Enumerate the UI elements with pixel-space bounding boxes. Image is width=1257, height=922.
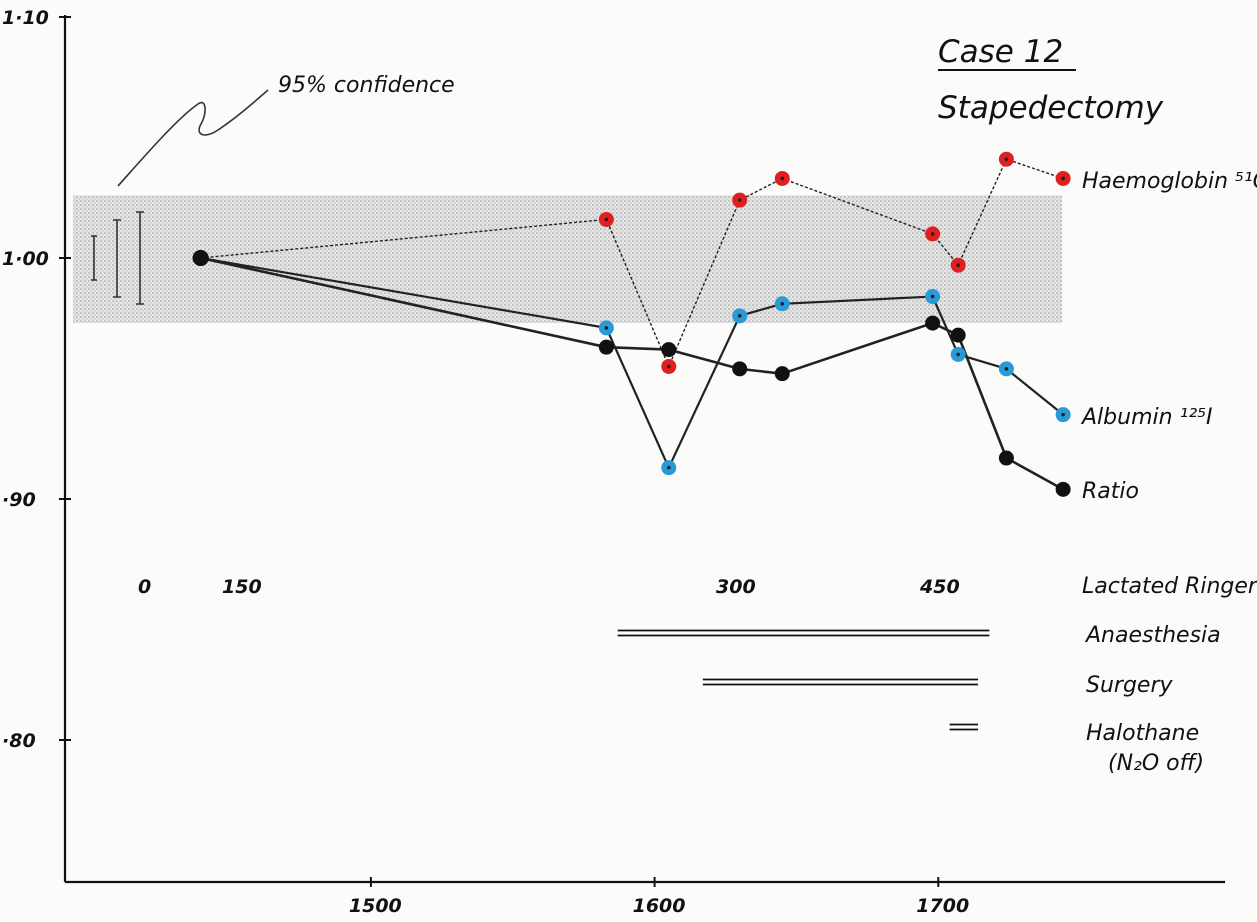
chart-subtitle: Stapedectomy — [938, 90, 1164, 126]
series-label-ratio: Ratio — [1082, 479, 1139, 504]
data-point-ratio — [192, 250, 209, 266]
ringers-tick-300: 300 — [716, 576, 756, 598]
data-point-center-albumin — [1061, 412, 1065, 417]
confidence-bracket-1 — [91, 235, 97, 281]
data-point-ratio — [998, 450, 1014, 466]
y-tick-label: ·80 — [2, 730, 36, 752]
x-tick-label: 1700 — [916, 895, 969, 917]
confidence-annotation: 95% confidence — [91, 73, 455, 305]
data-point-ratio — [1055, 481, 1071, 497]
ringers-label: Lactated Ringer's — [1082, 574, 1257, 599]
data-point-ratio — [598, 339, 614, 355]
data-point-center-haemoglobin — [604, 217, 609, 222]
data-point-center-haemoglobin — [930, 232, 935, 236]
bar-label-anaesthesia: Anaesthesia — [1084, 623, 1221, 648]
confidence-label: 95% confidence — [278, 73, 455, 98]
ringers-tick-150: 150 — [222, 576, 262, 598]
data-point-center-albumin — [666, 465, 671, 470]
data-point-center-albumin — [737, 314, 742, 318]
data-point-center-haemoglobin — [737, 198, 742, 202]
chart-title: Case 12 — [938, 34, 1063, 70]
timing-bars — [617, 629, 990, 731]
data-point-center-albumin — [604, 326, 609, 330]
data-point-center-haemoglobin — [666, 364, 671, 369]
confidence-bracket-2 — [113, 219, 121, 298]
data-point-center-albumin — [956, 352, 960, 357]
y-tick-label: 1·00 — [2, 248, 49, 270]
ringers-tick-450: 450 — [919, 576, 960, 598]
x-tick-label: 1600 — [633, 895, 686, 917]
data-point-ratio — [925, 315, 941, 331]
confidence-pointer-line — [117, 89, 269, 187]
confidence-bracket-3 — [136, 211, 144, 305]
data-point-ratio — [774, 366, 790, 382]
ringers-tick-0: 0 — [138, 576, 151, 598]
series-layer — [192, 151, 1071, 497]
data-point-center-albumin — [930, 294, 935, 299]
data-point-center-haemoglobin — [780, 176, 785, 181]
series-label-haemoglobin: Haemoglobin ⁵¹Cr — [1082, 169, 1257, 194]
series-label-albumin: Albumin ¹²⁵I — [1080, 405, 1213, 430]
data-point-center-haemoglobin — [956, 263, 960, 268]
y-tick-label: 1·10 — [2, 7, 49, 29]
data-point-center-albumin — [780, 301, 785, 306]
timing-bar-surgery — [702, 678, 979, 686]
data-point-ratio — [732, 361, 748, 377]
x-tick-label: 1500 — [349, 895, 402, 917]
y-tick-label: ·90 — [2, 489, 36, 511]
data-point-center-albumin — [1004, 367, 1009, 371]
data-point-center-haemoglobin — [1061, 176, 1065, 181]
confidence-band-layer — [73, 195, 1062, 324]
timing-bar-halothane — [949, 723, 979, 731]
confidence-band — [73, 195, 1062, 324]
data-point-ratio — [950, 327, 966, 343]
bar-label-halothane: Halothane — [1086, 721, 1199, 746]
data-point-center-haemoglobin — [1004, 157, 1009, 161]
bar-label-surgery: Surgery — [1086, 673, 1173, 698]
data-point-ratio — [661, 342, 677, 358]
bar-sublabel-halothane: (N₂O off) — [1108, 751, 1204, 776]
timing-bar-anaesthesia — [617, 629, 990, 637]
